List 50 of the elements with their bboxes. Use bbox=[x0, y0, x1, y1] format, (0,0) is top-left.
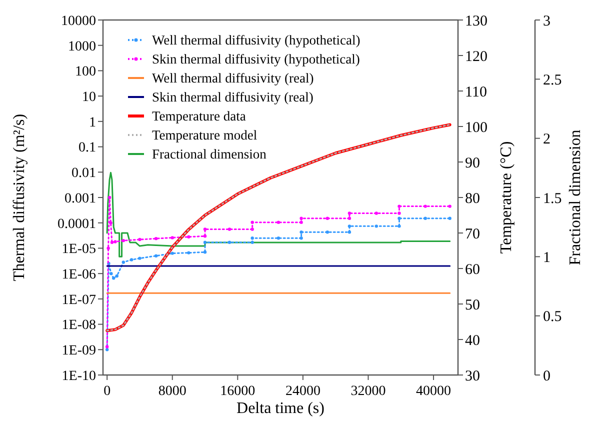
legend-label: Temperature model bbox=[152, 128, 258, 143]
legend-label: Skin thermal diffusivity (hypothetical) bbox=[152, 52, 360, 67]
y2-tick-label: 40 bbox=[465, 332, 480, 349]
y2-tick-label: 30 bbox=[465, 368, 480, 384]
legend-label: Well thermal diffusivity (hypothetical) bbox=[152, 32, 360, 48]
y3-tick-label: 1 bbox=[543, 250, 550, 266]
y-tick-label: 0.0001 bbox=[58, 216, 96, 232]
y2-tick-label: 80 bbox=[465, 190, 480, 207]
y-tick-label: 0.1 bbox=[78, 140, 96, 156]
y2-tick-label: 60 bbox=[465, 262, 480, 278]
y3-tick-label: 0.5 bbox=[543, 309, 562, 326]
y-tick-label: 0.001 bbox=[64, 191, 96, 206]
y-tick-label: 1E-06 bbox=[62, 267, 96, 282]
x-axis-title: Delta time (s) bbox=[236, 400, 324, 417]
legend-label: Fractional dimension bbox=[152, 146, 267, 162]
x-tick-label: 24000 bbox=[285, 384, 320, 399]
y3-axis-title: Fractional dimension bbox=[567, 130, 584, 266]
y-tick-label: 10 bbox=[82, 90, 96, 105]
x-tick-label: 8000 bbox=[158, 384, 186, 399]
y3-tick-label: 0 bbox=[543, 368, 550, 384]
y2-tick-label: 120 bbox=[465, 48, 488, 65]
y3-tick-label: 3 bbox=[543, 13, 550, 30]
y2-tick-label: 70 bbox=[465, 226, 480, 242]
y-tick-label: 0.01 bbox=[72, 166, 96, 182]
y2-tick-label: 130 bbox=[465, 13, 488, 30]
y-tick-label: 1E-10 bbox=[62, 368, 96, 384]
x-tick-label: 40000 bbox=[416, 384, 452, 399]
x-tick-label: 16000 bbox=[220, 384, 256, 399]
y-tick-label: 100 bbox=[75, 64, 96, 80]
legend-label: Skin thermal diffusivity (real) bbox=[152, 90, 314, 105]
y-tick-label: 10000 bbox=[61, 14, 96, 29]
x-tick-label: 0 bbox=[104, 384, 111, 399]
y-tick-label: 1000 bbox=[68, 39, 96, 54]
y2-axis-title: Temperature (°C) bbox=[498, 141, 515, 254]
y3-tick-label: 1.5 bbox=[543, 190, 562, 207]
y-tick-label: 1E-08 bbox=[62, 318, 96, 334]
y2-tick-label: 90 bbox=[465, 155, 480, 172]
legend-label: Temperature data bbox=[152, 108, 246, 124]
y-tick-label: 1E-09 bbox=[62, 344, 96, 359]
y-tick-label: 1E-05 bbox=[62, 242, 96, 258]
y-axis-title: Thermal diffusivity (m²/s) bbox=[11, 114, 28, 282]
y2-tick-label: 50 bbox=[465, 297, 480, 314]
legend-label: Well thermal diffusivity (real) bbox=[152, 70, 314, 86]
y2-tick-label: 100 bbox=[465, 120, 488, 136]
y-tick-label: 1 bbox=[89, 115, 96, 130]
y-tick-label: 1E-07 bbox=[62, 292, 96, 308]
y2-tick-label: 110 bbox=[465, 84, 487, 100]
x-tick-label: 32000 bbox=[350, 384, 386, 399]
y3-tick-label: 2 bbox=[543, 132, 550, 148]
y3-tick-label: 2.5 bbox=[543, 72, 562, 88]
